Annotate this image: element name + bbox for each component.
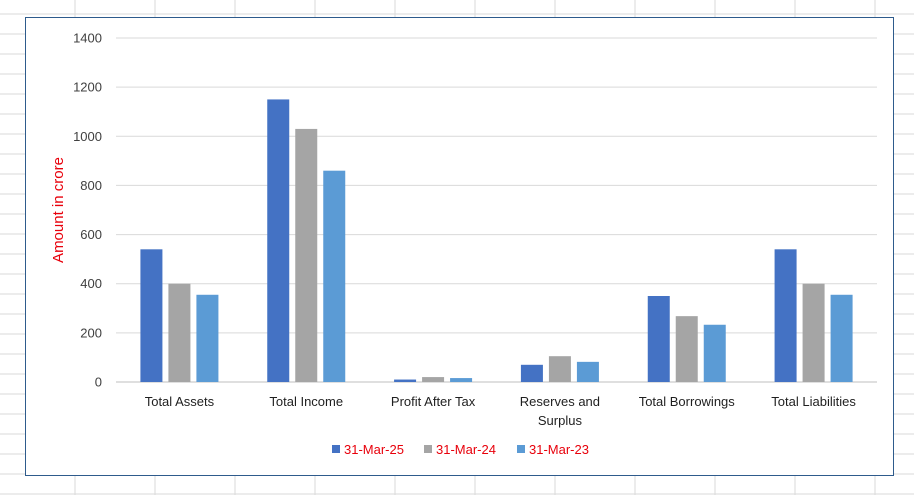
bar xyxy=(394,379,417,382)
x-category-label: Reserves and Surplus xyxy=(520,394,600,428)
bar xyxy=(450,378,473,382)
bar xyxy=(520,364,543,382)
y-tick-label: 1400 xyxy=(73,31,102,46)
bar xyxy=(323,170,346,382)
y-tick-label: 200 xyxy=(80,325,102,340)
bar xyxy=(675,316,698,382)
legend-label: 31-Mar-25 xyxy=(344,442,404,457)
bar xyxy=(168,283,191,382)
legend-label: 31-Mar-23 xyxy=(529,442,589,457)
legend-swatch xyxy=(332,445,340,453)
chart-area[interactable]: 0 200 400 600 800 1000 1200 1400 Total Assets To… xyxy=(25,17,894,476)
bar xyxy=(196,294,219,382)
y-tick-label: 600 xyxy=(80,227,102,242)
x-axis-categories: Total Assets Total Income Profit After Tax… xyxy=(145,394,857,428)
x-category-label: Total Income xyxy=(269,394,343,409)
bar xyxy=(802,283,825,382)
bar xyxy=(548,356,571,382)
legend: 31-Mar-25 31-Mar-24 31-Mar-23 xyxy=(332,442,589,457)
y-tick-label: 1000 xyxy=(73,129,102,144)
y-tick-label: 400 xyxy=(80,276,102,291)
legend-swatch xyxy=(424,445,432,453)
x-category-label: Total Borrowings xyxy=(639,394,736,409)
bar xyxy=(647,296,670,382)
bars xyxy=(140,99,853,382)
bar xyxy=(267,99,290,382)
bar xyxy=(830,294,853,382)
y-tick-label: 1200 xyxy=(73,80,102,95)
bar xyxy=(774,249,797,382)
y-tick-label: 800 xyxy=(80,178,102,193)
bar xyxy=(295,128,318,382)
bar xyxy=(576,361,599,382)
bar xyxy=(140,249,163,382)
bar xyxy=(422,377,445,382)
bar xyxy=(703,324,726,382)
y-axis-ticks: 0 200 400 600 800 1000 1200 1400 xyxy=(73,31,102,390)
y-axis-label: Amount in crore xyxy=(50,157,67,263)
x-category-label: Total Assets xyxy=(145,394,215,409)
gridlines xyxy=(116,37,877,383)
y-tick-label: 0 xyxy=(95,375,102,390)
legend-label: 31-Mar-24 xyxy=(436,442,496,457)
legend-swatch xyxy=(517,445,525,453)
x-category-label: Total Liabilities xyxy=(771,394,856,409)
x-category-label: Profit After Tax xyxy=(391,394,476,409)
